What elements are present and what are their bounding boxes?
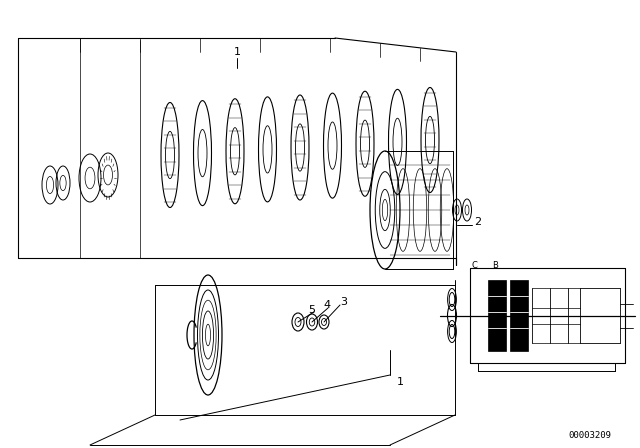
- Text: 00003209: 00003209: [568, 431, 611, 439]
- Text: 2: 2: [474, 217, 481, 227]
- Text: 1: 1: [397, 377, 403, 387]
- Text: 4: 4: [323, 300, 331, 310]
- Text: 1: 1: [234, 47, 241, 57]
- Text: 5: 5: [308, 305, 316, 315]
- Bar: [510, 280, 528, 351]
- Text: 3: 3: [340, 297, 348, 307]
- Text: B: B: [492, 260, 498, 270]
- Text: C: C: [472, 260, 478, 270]
- Bar: [488, 280, 506, 351]
